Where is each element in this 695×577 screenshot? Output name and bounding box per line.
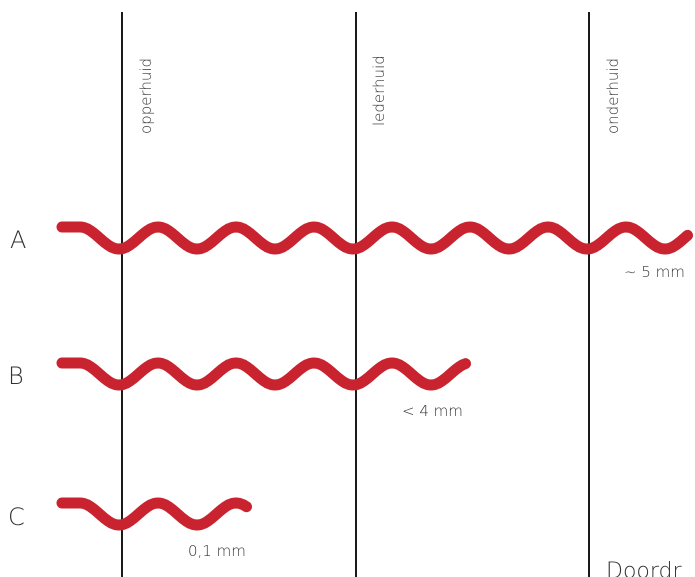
layer-label-lederhuid: lederhuid [370, 55, 388, 126]
depth-label-b: < 4 mm [402, 402, 463, 420]
layer-label-onderhuid: onderhuid [604, 58, 622, 134]
row-label-b: B [8, 362, 24, 390]
wave-c [56, 497, 252, 531]
row-label-a: A [10, 226, 26, 254]
wave-b [56, 357, 471, 391]
depth-label-c: 0,1 mm [188, 542, 246, 560]
footer-caption: Doordr [606, 559, 682, 577]
depth-label-a: ~ 5 mm [624, 263, 685, 281]
layer-label-opperhuid: opperhuid [137, 58, 155, 134]
row-label-c: C [8, 503, 25, 531]
wave-a [56, 221, 693, 255]
